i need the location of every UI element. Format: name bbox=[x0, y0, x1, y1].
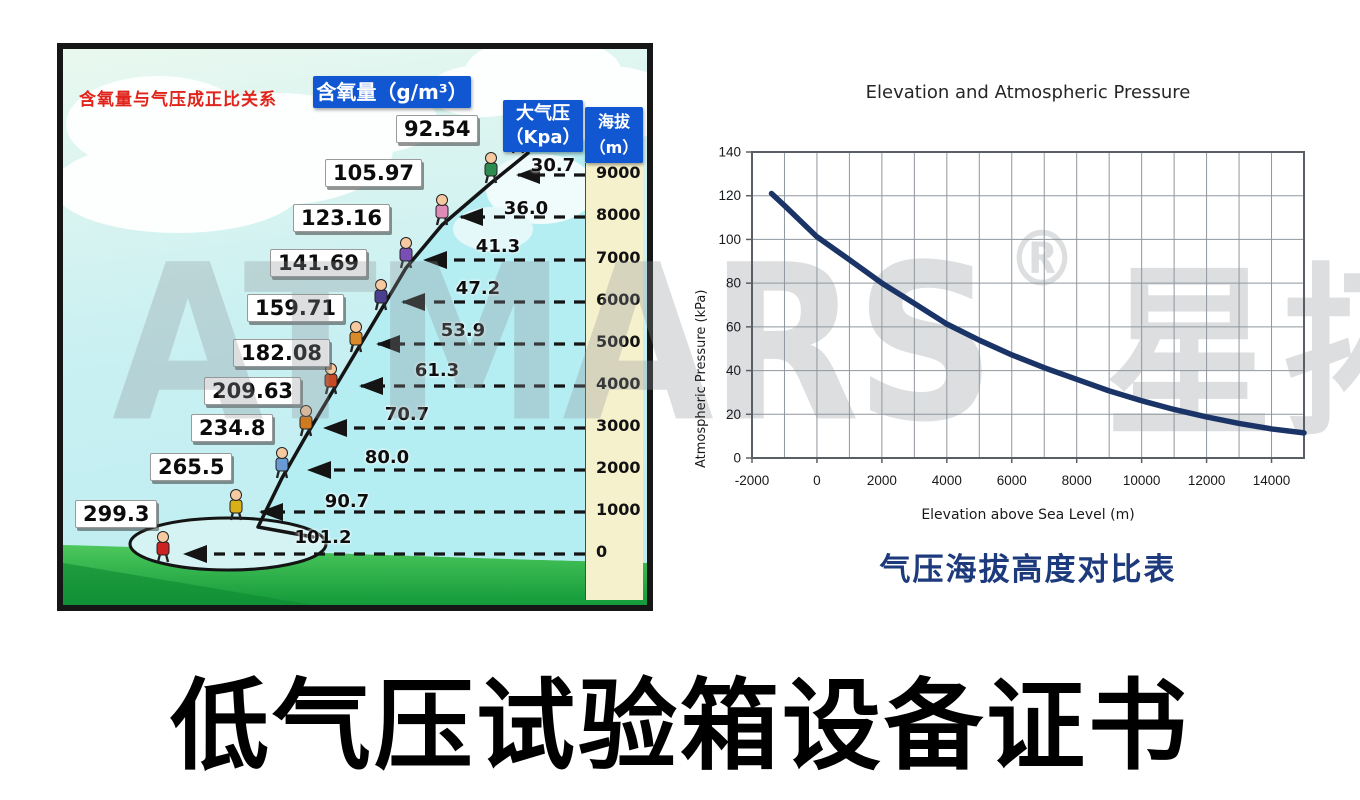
y-tick-label: 120 bbox=[718, 188, 741, 203]
x-tick-label: 8000 bbox=[1062, 473, 1092, 488]
oxygen-value-box: 105.97 bbox=[325, 159, 423, 187]
pressure-header: 大气压 （Kpa） bbox=[503, 100, 583, 152]
oxygen-value-box: 265.5 bbox=[150, 453, 233, 481]
elevation-header-line1: 海拔 bbox=[597, 112, 630, 131]
elevation-tick-label: 1000 bbox=[596, 500, 641, 519]
oxygen-value-box: 299.3 bbox=[75, 500, 158, 528]
elevation-tick-label: 0 bbox=[596, 542, 608, 561]
snow-patch bbox=[486, 154, 596, 224]
y-tick-label: 140 bbox=[718, 145, 741, 160]
elevation-header-line2: （m） bbox=[589, 138, 639, 157]
chart-title: Elevation and Atmospheric Pressure bbox=[865, 82, 1191, 103]
oxygen-value-box: 92.54 bbox=[396, 115, 479, 143]
pressure-value-label: 53.9 bbox=[440, 320, 486, 341]
grass-shadow bbox=[63, 563, 313, 605]
oxygen-header: 含氧量（g/m³） bbox=[313, 76, 471, 108]
x-tick-label: -2000 bbox=[735, 473, 770, 488]
pressure-value-label: 47.2 bbox=[455, 278, 501, 299]
chart-caption: 气压海拔高度对比表 bbox=[879, 552, 1177, 588]
pressure-value-label: 101.2 bbox=[294, 527, 352, 548]
pressure-value-label: 30.7 bbox=[530, 155, 576, 176]
y-tick-label: 20 bbox=[726, 407, 741, 422]
elevation-tick-label: 7000 bbox=[596, 248, 641, 267]
elevation-tick-label: 8000 bbox=[596, 205, 641, 224]
x-tick-label: 4000 bbox=[932, 473, 962, 488]
y-tick-label: 0 bbox=[733, 451, 741, 466]
oxygen-value-box: 141.69 bbox=[270, 249, 368, 277]
y-tick-label: 80 bbox=[726, 276, 741, 291]
elevation-tick-label: 6000 bbox=[596, 290, 641, 309]
oxygen-value-box: 123.16 bbox=[293, 204, 391, 232]
x-tick-label: 0 bbox=[813, 473, 821, 488]
x-tick-label: 10000 bbox=[1123, 473, 1161, 488]
pressure-value-label: 70.7 bbox=[384, 404, 430, 425]
x-tick-label: 12000 bbox=[1188, 473, 1226, 488]
pressure-header-line2: （Kpa） bbox=[505, 127, 581, 148]
elevation-tick-label: 3000 bbox=[596, 416, 641, 435]
y-axis-label: Atmospheric Pressure (kPa) bbox=[694, 289, 709, 468]
elevation-tick-label: 5000 bbox=[596, 332, 641, 351]
elevation-tick-label: 9000 bbox=[596, 163, 641, 182]
x-tick-label: 2000 bbox=[867, 473, 897, 488]
x-axis-label: Elevation above Sea Level (m) bbox=[921, 507, 1135, 523]
oxygen-value-box: 234.8 bbox=[191, 414, 274, 442]
page-title: 低气压试验箱设备证书 bbox=[170, 669, 1190, 784]
x-tick-label: 6000 bbox=[997, 473, 1027, 488]
elevation-tick-label: 2000 bbox=[596, 458, 641, 477]
y-tick-label: 60 bbox=[726, 319, 741, 334]
infographic-title: 含氧量与气压成正比关系 bbox=[79, 90, 277, 110]
pressure-value-label: 41.3 bbox=[475, 236, 521, 257]
oxygen-value-box: 209.63 bbox=[204, 377, 302, 405]
pressure-value-label: 90.7 bbox=[324, 491, 370, 512]
elevation-scale-column bbox=[585, 163, 643, 600]
oxygen-pressure-infographic-panel: 含氧量与气压成正比关系 含氧量（g/m³） 大气压 （Kpa） 海拔 （m） 9… bbox=[57, 43, 653, 611]
chart-plot-area: -2000 0 2000 4000 6000 8000 10000 12000 14000 0 20… bbox=[718, 145, 1307, 488]
pressure-value-label: 80.0 bbox=[364, 447, 410, 468]
slope-line bbox=[256, 151, 530, 539]
x-tick-label: 14000 bbox=[1253, 473, 1291, 488]
y-tick-label: 100 bbox=[718, 232, 741, 247]
pressure-curve bbox=[768, 190, 1307, 436]
pressure-header-line1: 大气压 bbox=[516, 103, 570, 124]
pressure-elevation-chart: Elevation and Atmospheric Pressure -2000… bbox=[680, 70, 1340, 615]
y-tick-label: 40 bbox=[726, 363, 741, 378]
pressure-value-label: 61.3 bbox=[414, 360, 460, 381]
elevation-header: 海拔 （m） bbox=[585, 107, 643, 163]
oxygen-value-box: 182.08 bbox=[233, 339, 331, 367]
elevation-tick-label: 4000 bbox=[596, 374, 641, 393]
dashed-arrow-group bbox=[183, 166, 585, 563]
oxygen-value-box: 159.71 bbox=[247, 294, 345, 322]
pressure-value-label: 36.0 bbox=[503, 198, 549, 219]
